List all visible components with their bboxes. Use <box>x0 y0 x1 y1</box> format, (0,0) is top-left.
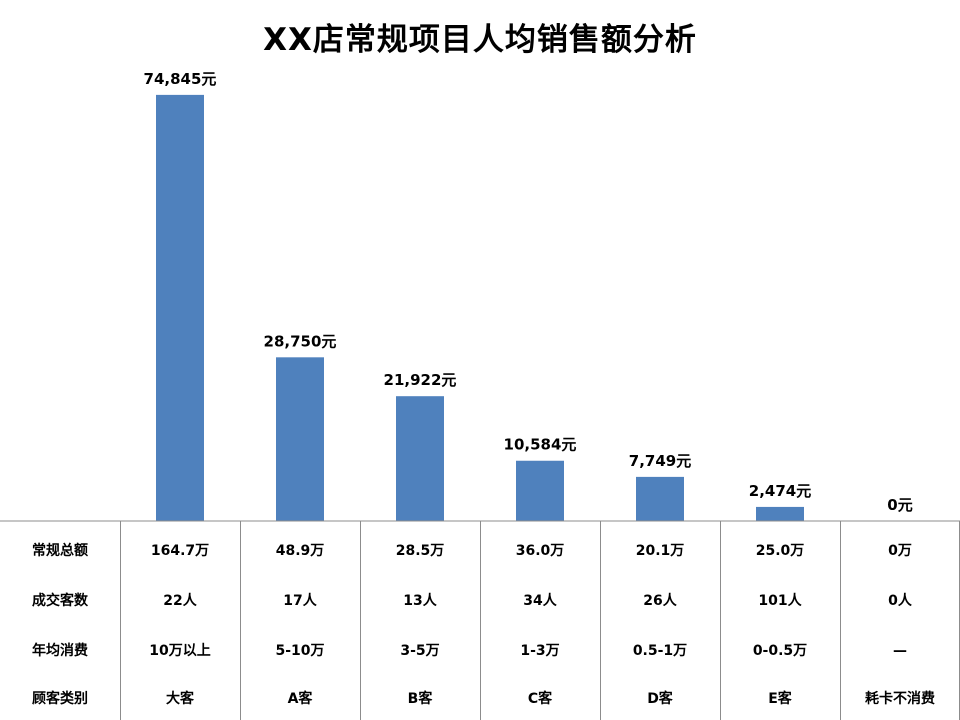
bar-C客 <box>516 460 564 521</box>
table-cell: 36.0万 <box>516 543 565 559</box>
bar-value-label: 10,584元 <box>504 436 577 454</box>
bar-A客 <box>276 357 324 521</box>
table-cell: 0人 <box>888 592 913 609</box>
bars-group <box>156 94 804 521</box>
table-cell: 101人 <box>758 592 802 609</box>
table-cell: 20.1万 <box>636 543 685 559</box>
table-row-header: 顾客类别 <box>32 690 88 707</box>
table-cell: 0.5-1万 <box>633 643 687 659</box>
table-cell: 48.9万 <box>276 543 325 559</box>
table-cell: 17人 <box>283 592 317 609</box>
table-cell: B客 <box>408 690 434 707</box>
bar-value-label: 0元 <box>887 496 912 514</box>
bar-B客 <box>396 396 444 521</box>
bar-value-labels: 74,845元 28,750元 21,922元 10,584元 7,749元 2,474元… <box>144 70 913 514</box>
table-cell: 26人 <box>643 592 677 609</box>
bar-value-label: 2,474元 <box>749 482 811 500</box>
bar-E客 <box>756 506 804 521</box>
table-cell: 3-5万 <box>400 643 439 659</box>
table-cell: 25.0万 <box>756 543 805 559</box>
table-row-header: 成交客数 <box>32 592 89 609</box>
table-cell: 34人 <box>523 592 557 609</box>
table-row-header: 常规总额 <box>32 542 88 559</box>
table-cell: D客 <box>647 690 674 707</box>
data-table-grid <box>0 520 960 720</box>
table-cell: 13人 <box>403 592 437 609</box>
table-cell: 耗卡不消费 <box>865 690 935 707</box>
table-cell: 大客 <box>166 690 195 707</box>
bar-value-label: 7,749元 <box>629 452 691 470</box>
table-cell: 22人 <box>163 592 197 609</box>
bar-D客 <box>636 476 684 521</box>
table-cell: 0万 <box>888 543 912 559</box>
table-cell: — <box>893 643 907 659</box>
bar-value-label: 21,922元 <box>384 371 457 389</box>
table-cell: 28.5万 <box>396 543 445 559</box>
table-cell: A客 <box>288 690 314 707</box>
table-cell: 0-0.5万 <box>753 643 807 659</box>
table-cell: E客 <box>768 690 793 707</box>
table-cell: C客 <box>528 690 553 707</box>
table-cell: 164.7万 <box>151 543 209 559</box>
table-cell: 10万以上 <box>149 643 210 659</box>
bar-大客 <box>156 94 204 521</box>
chart-title: XX店常规项目人均销售额分析 <box>263 22 697 58</box>
table-row-header: 年均消费 <box>32 642 88 659</box>
bar-value-label: 28,750元 <box>264 332 337 350</box>
table-cell: 1-3万 <box>520 643 559 659</box>
table-cell: 5-10万 <box>275 643 324 659</box>
bar-value-label: 74,845元 <box>144 70 217 88</box>
